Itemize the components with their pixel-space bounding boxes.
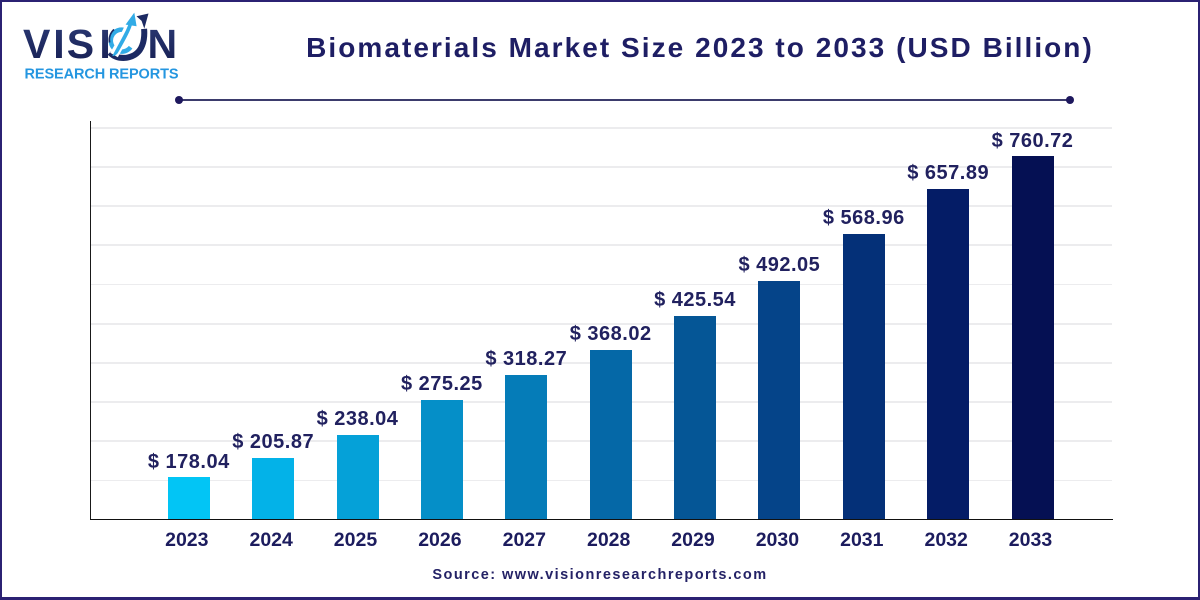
svg-text:RESEARCH REPORTS: RESEARCH REPORTS [25,66,179,82]
